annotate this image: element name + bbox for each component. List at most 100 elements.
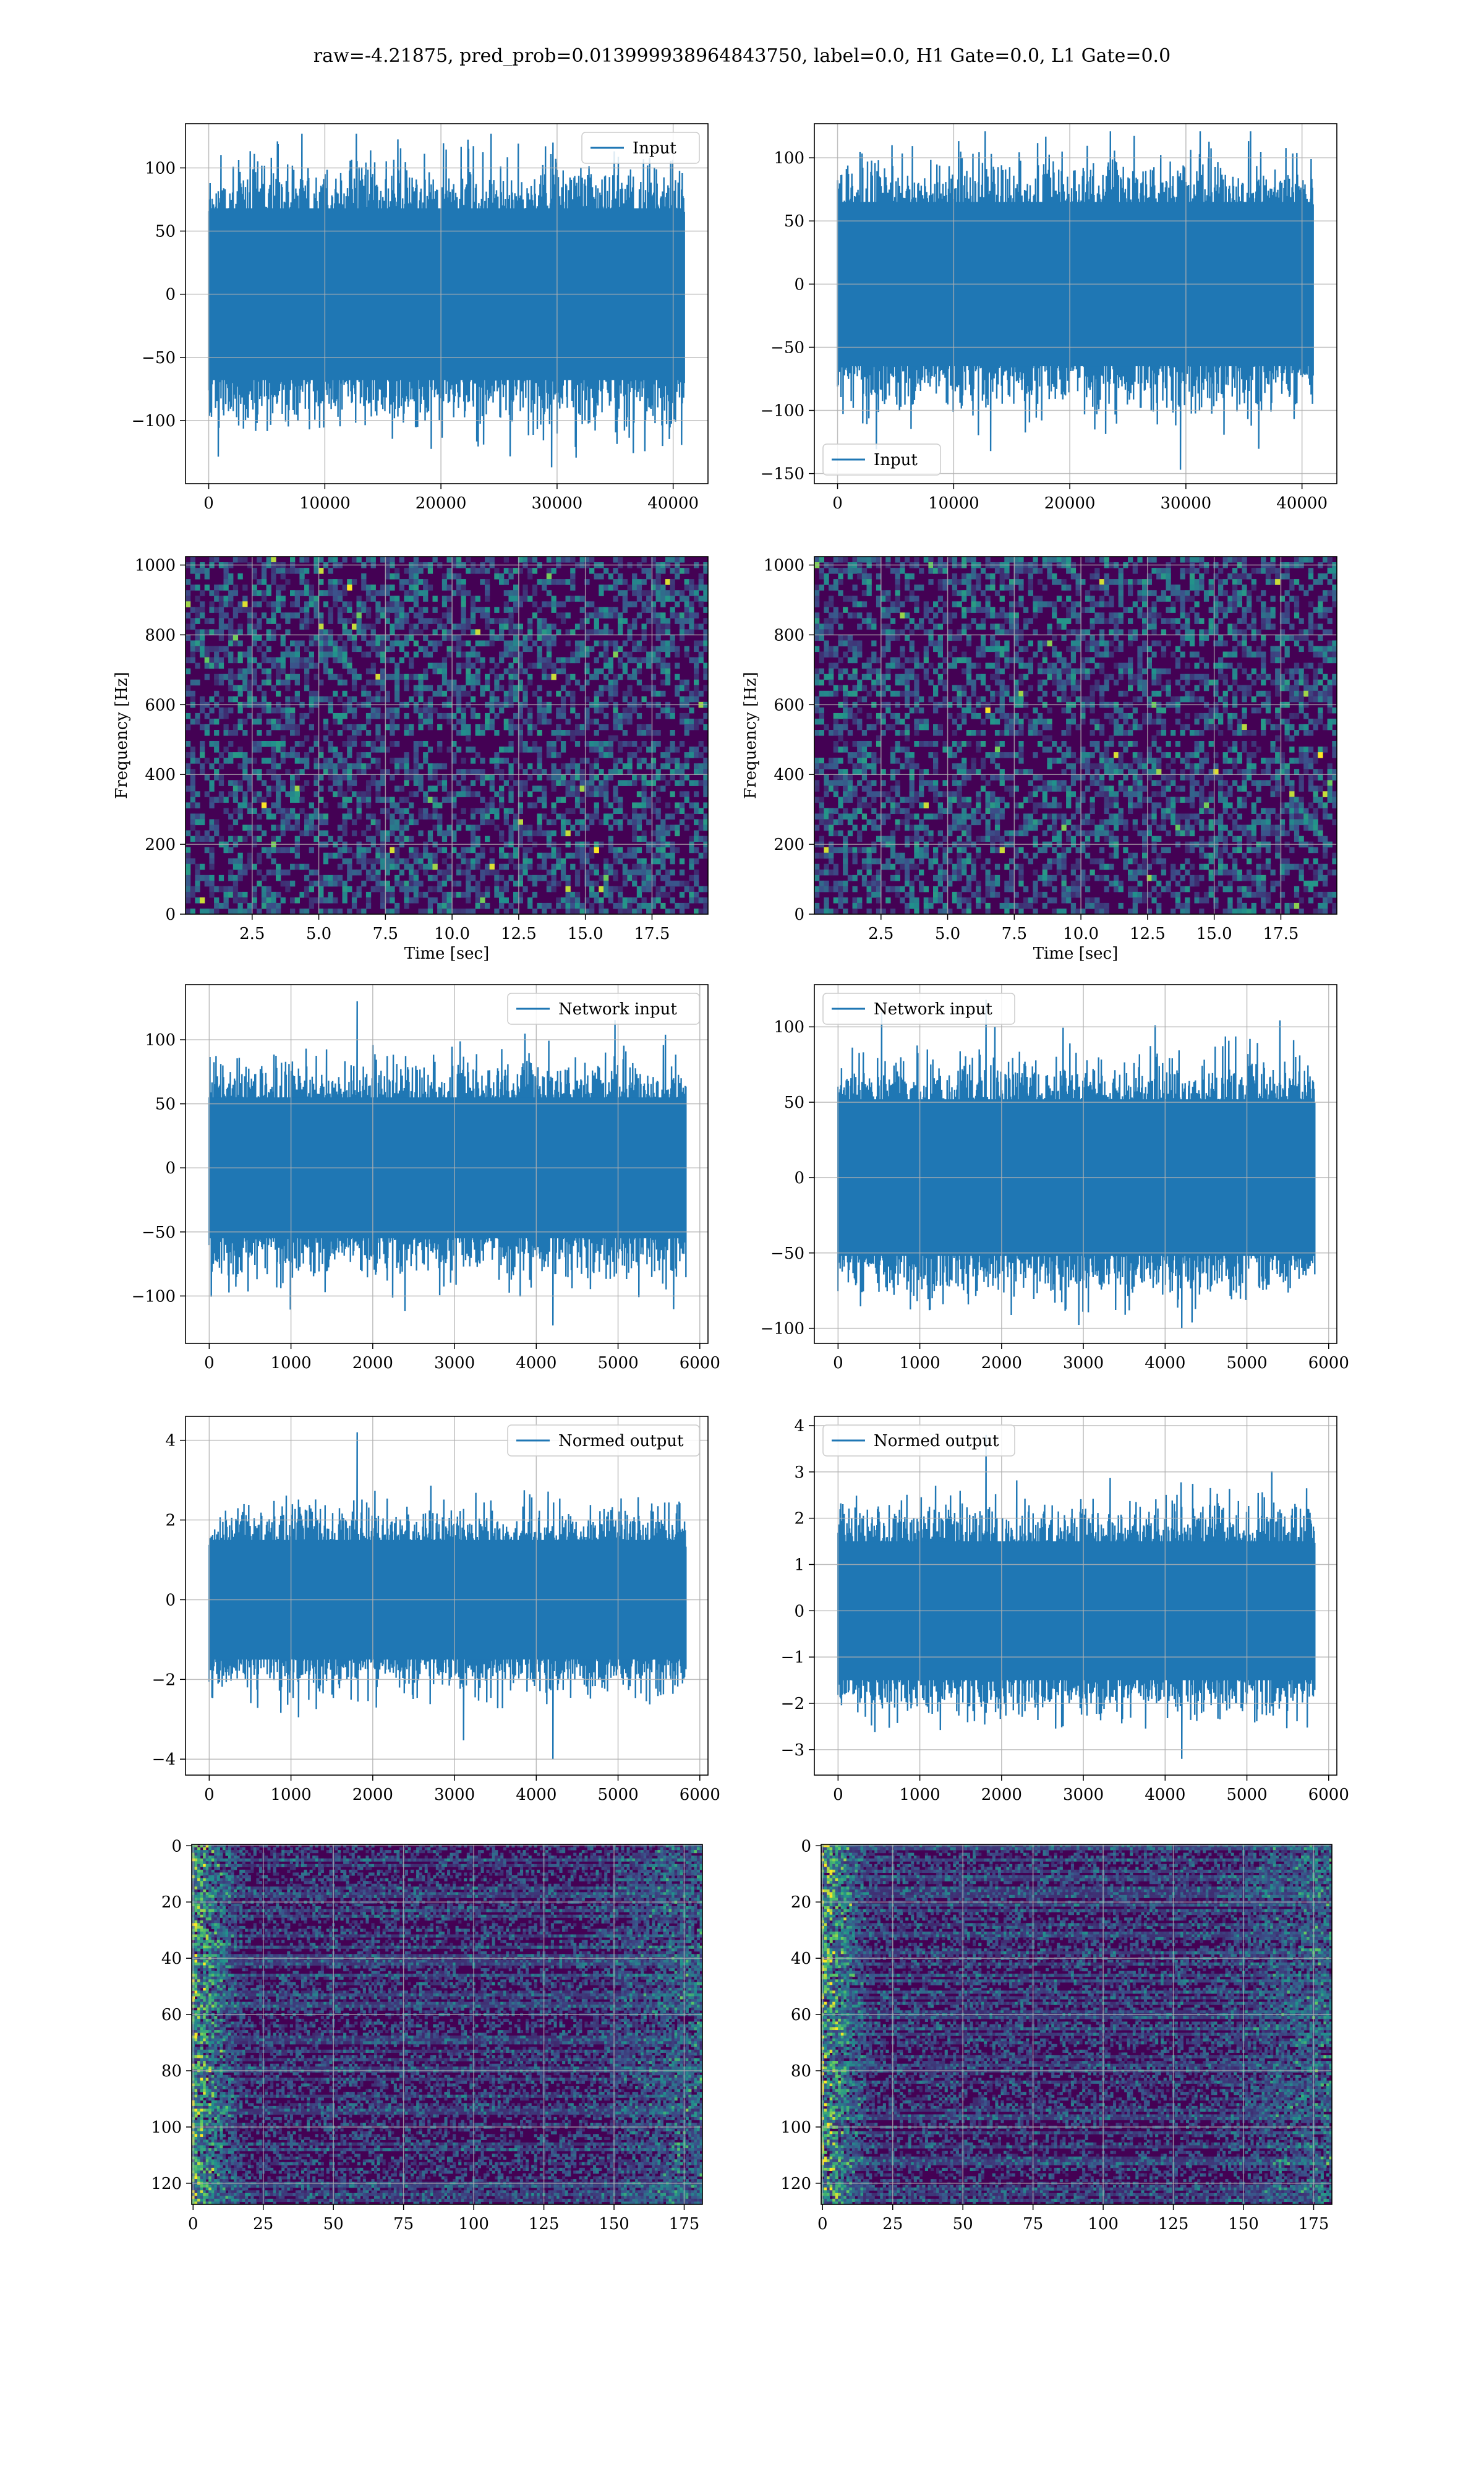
- y-tick-label: −100: [132, 1287, 176, 1306]
- plot-area: [814, 557, 1337, 914]
- y-tick-label: 2: [794, 1510, 804, 1528]
- y-tick-label: 1: [794, 1556, 804, 1574]
- x-tick-label: 3000: [1063, 1786, 1104, 1804]
- y-tick-label: 100: [774, 149, 804, 168]
- x-tick-label: 15.0: [1196, 925, 1232, 943]
- x-tick-label: 30000: [1161, 494, 1212, 513]
- y-tick-label: −1: [781, 1648, 804, 1667]
- x-tick-label: 75: [393, 2215, 414, 2233]
- legend-label: Network input: [874, 1000, 992, 1019]
- panel-spectrogram-left: 2.5 5.0 7.5 10.0 12.5 15.0 17.5 0 200 400 600 800 10…: [113, 556, 709, 963]
- y-tick-label: 60: [791, 2006, 811, 2024]
- x-tick-label: 0: [204, 1786, 215, 1804]
- plot-area: [186, 124, 708, 484]
- y-tick-label: 200: [145, 836, 176, 854]
- x-tick-label: 50: [323, 2215, 344, 2233]
- x-tick-label: 25: [882, 2215, 903, 2233]
- x-tick-label: 12.5: [1130, 925, 1166, 943]
- y-tick-label: 200: [774, 836, 804, 854]
- y-tick-label: 4: [794, 1417, 804, 1436]
- x-tick-label: 0: [832, 494, 843, 513]
- y-tick-label: 600: [774, 696, 804, 714]
- legend-box: [822, 993, 1015, 1025]
- plot-area: [192, 1844, 702, 2204]
- y-tick-label: 1000: [135, 557, 176, 575]
- x-tick-label: 6000: [680, 1354, 720, 1372]
- y-tick-label: 20: [161, 1893, 182, 1912]
- y-tick-label: 0: [165, 905, 176, 924]
- axes-frame: [185, 984, 709, 1344]
- plot-area: [814, 985, 1337, 1343]
- x-tick-label: 2.5: [239, 925, 265, 943]
- x-tick-label: 100: [1088, 2215, 1119, 2233]
- panel-normed-left: 0 1000 2000 3000 4000 5000 6000 −4 −2 0 2 4 Normed o…: [152, 1416, 720, 1804]
- y-tick-label: 60: [161, 2006, 182, 2024]
- y-tick-label: 80: [161, 2062, 182, 2081]
- x-tick-label: 5000: [1226, 1354, 1267, 1372]
- y-tick-label: 0: [794, 275, 804, 294]
- x-tick-label: 100: [458, 2215, 489, 2233]
- y-tick-label: 0: [794, 1602, 804, 1620]
- legend: Network input: [822, 993, 1015, 1025]
- x-tick-label: 4000: [1145, 1354, 1185, 1372]
- legend: Input: [822, 443, 941, 476]
- x-tick-label: 12.5: [501, 925, 537, 943]
- x-tick-label: 0: [204, 1354, 215, 1372]
- x-tick-label: 4000: [516, 1354, 556, 1372]
- plot-area: [186, 557, 708, 914]
- x-tick-label: 75: [1023, 2215, 1043, 2233]
- x-tick-label: 30000: [532, 494, 583, 513]
- axes-frame: [821, 1844, 1333, 2205]
- y-tick-label: 0: [165, 1159, 176, 1178]
- x-tick-label: 6000: [1308, 1354, 1349, 1372]
- legend: Network input: [507, 993, 700, 1025]
- y-tick-label: 0: [794, 1169, 804, 1188]
- x-tick-label: 20000: [1044, 494, 1096, 513]
- plot-area: [821, 1844, 1332, 2204]
- x-tick-label: 0: [188, 2215, 198, 2233]
- y-tick-label: −50: [142, 349, 176, 367]
- x-tick-label: 0: [833, 1354, 843, 1372]
- y-tick-label: 50: [155, 1095, 176, 1114]
- axes-frame: [185, 1416, 709, 1776]
- y-tick-label: 100: [151, 2118, 182, 2137]
- y-tick-label: 0: [165, 1591, 176, 1609]
- y-tick-label: −150: [761, 465, 804, 484]
- y-tick-label: 50: [784, 1094, 804, 1112]
- axes-frame: [185, 556, 709, 915]
- x-tick-label: 25: [253, 2215, 273, 2233]
- x-tick-label: 6000: [1308, 1786, 1349, 1804]
- legend-box: [822, 443, 941, 476]
- plot-area: [186, 1416, 708, 1775]
- legend-label: Network input: [558, 1000, 677, 1019]
- y-tick-label: 400: [774, 766, 804, 784]
- x-tick-label: 7.5: [1002, 925, 1027, 943]
- axes-frame: [814, 123, 1337, 484]
- panel-spectrogram-right: 2.5 5.0 7.5 10.0 12.5 15.0 17.5 0 200 400 600 800 10…: [741, 556, 1337, 963]
- y-tick-label: 400: [145, 766, 176, 784]
- legend-box: [507, 1424, 700, 1457]
- y-tick-label: −50: [142, 1223, 176, 1242]
- y-tick-label: 50: [784, 212, 804, 231]
- panel-input-right: 0 10000 20000 30000 40000 −150 −100 −50 0 50 100 In…: [761, 123, 1337, 513]
- y-tick-label: 0: [165, 286, 176, 304]
- figure-suptitle: raw=-4.21875, pred_prob=0.01399993896484…: [313, 45, 1171, 67]
- x-tick-label: 3000: [434, 1354, 475, 1372]
- x-tick-label: 10.0: [1063, 925, 1099, 943]
- x-tick-label: 2000: [352, 1354, 393, 1372]
- y-tick-label: 3: [794, 1463, 804, 1482]
- legend-box: [822, 1424, 1015, 1457]
- panel-features-right: 0 25 50 75 100 125 150 175 0 20 40 60 80 100 120: [780, 1837, 1333, 2233]
- y-tick-label: −100: [761, 1320, 804, 1338]
- x-tick-label: 175: [1298, 2215, 1329, 2233]
- x-tick-label: 3000: [1063, 1354, 1104, 1372]
- y-tick-label: −50: [770, 338, 804, 357]
- legend-label: Normed output: [874, 1432, 999, 1450]
- x-tick-label: 150: [599, 2215, 629, 2233]
- x-tick-label: 5.0: [306, 925, 331, 943]
- x-tick-label: 2.5: [868, 925, 893, 943]
- y-tick-label: 600: [145, 696, 176, 714]
- panel-network-right: 0 1000 2000 3000 4000 5000 6000 −100 −50 0 50 100 Ne…: [761, 984, 1349, 1372]
- x-axis-label: Time [sec]: [404, 944, 490, 963]
